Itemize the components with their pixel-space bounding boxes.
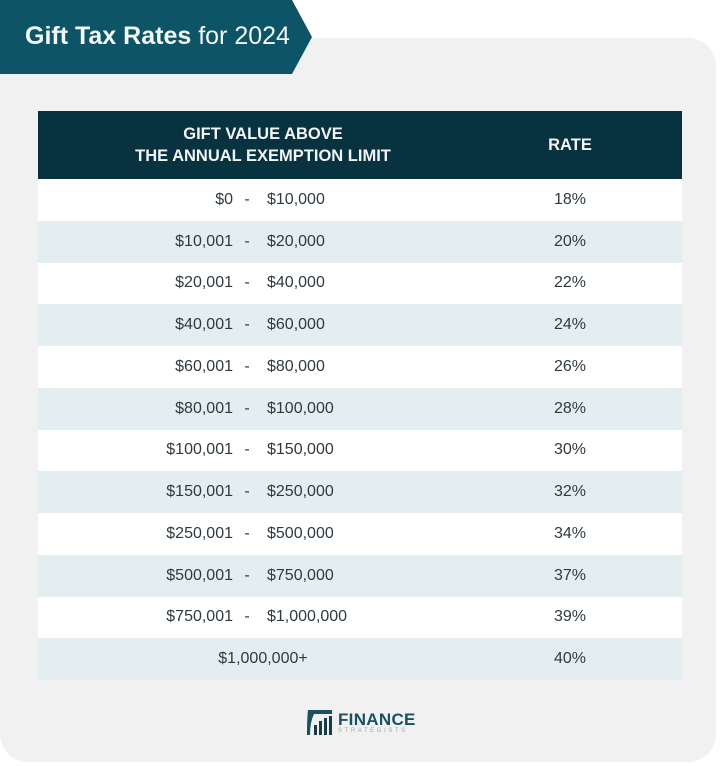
range-low: $100,001 [166,441,233,459]
gift-tax-table: GIFT VALUE ABOVE THE ANNUAL EXEMPTION LIM… [38,111,682,680]
range-low: $500,001 [166,566,233,584]
range-low: $150,001 [166,483,233,501]
page-title: Gift Tax Rates for 2024 [25,22,290,50]
range-high: $80,000 [267,357,325,375]
range-separator: - [244,483,250,501]
range-high: $60,000 [267,316,325,334]
range-high: $10,000 [267,190,325,208]
rate-value: 39% [553,608,587,626]
rate-value: 30% [553,441,587,459]
table-row: $60,001- $80,000 26% [38,346,682,388]
range-low: $10,001 [175,232,233,250]
range-separator: - [244,357,250,375]
range-high: $100,000 [267,399,334,417]
header-gift-value: GIFT VALUE ABOVE THE ANNUAL EXEMPTION LIM… [135,125,391,165]
title-banner: Gift Tax Rates for 2024 [0,0,312,74]
range-low: $20,001 [175,274,233,292]
rate-value: 37% [553,566,587,584]
range-low: $250,001 [166,524,233,542]
range-high: $1,000,000 [267,608,348,626]
range-separator: - [244,441,250,459]
range-separator: - [244,190,250,208]
range-high: $250,000 [267,483,334,501]
table-row: $80,001- $100,000 28% [38,387,682,430]
logo-sub-text: STRATEGISTS [338,727,408,734]
range-separator: - [244,399,250,417]
range-high: $20,000 [267,232,325,250]
table-row: $750,001- $1,000,000 39% [38,596,682,639]
range-full: $1,000,000+ [218,650,308,668]
rate-value: 22% [553,274,587,292]
table-row: $500,001- $750,000 37% [38,554,682,597]
logo-main-text: FINANCE [338,709,416,729]
range-separator: - [244,316,250,334]
rate-value: 34% [553,524,587,542]
range-separator: - [244,274,250,292]
range-separator: - [244,566,250,584]
range-low: $750,001 [166,608,233,626]
banner-shape [0,0,312,74]
table-row: $250,001- $500,000 34% [38,513,682,555]
range-low: $0 [215,190,233,208]
table-row: $0- $10,000 18% [38,179,682,221]
table-row: $20,001- $40,000 22% [38,262,682,305]
finance-strategists-logo: FINANCE STRATEGISTS [306,708,416,736]
rate-value: 24% [553,316,587,334]
range-high: $150,000 [267,441,334,459]
range-low: $80,001 [175,399,233,417]
range-high: $500,000 [267,524,334,542]
table-row: $40,001- $60,000 24% [38,304,682,346]
range-low: $40,001 [175,316,233,334]
range-high: $750,000 [267,566,334,584]
range-low: $60,001 [175,357,233,375]
rate-value: 32% [553,483,587,501]
range-high: $40,000 [267,274,325,292]
range-separator: - [244,608,250,626]
table-row: $1,000,000+ 40% [38,638,682,680]
rate-value: 26% [553,357,587,375]
header-rate: RATE [548,135,592,154]
range-separator: - [244,524,250,542]
rate-value: 18% [553,190,587,208]
rate-value: 28% [553,399,587,417]
table-row: $100,001- $150,000 30% [38,429,682,472]
table-row: $150,001- $250,000 32% [38,471,682,513]
table-header: GIFT VALUE ABOVE THE ANNUAL EXEMPTION LIM… [38,111,682,179]
bar-chart-logo-icon [307,710,332,735]
table-row: $10,001- $20,000 20% [38,220,682,263]
rate-value: 40% [553,650,587,668]
rate-value: 20% [553,232,587,250]
range-separator: - [244,232,250,250]
